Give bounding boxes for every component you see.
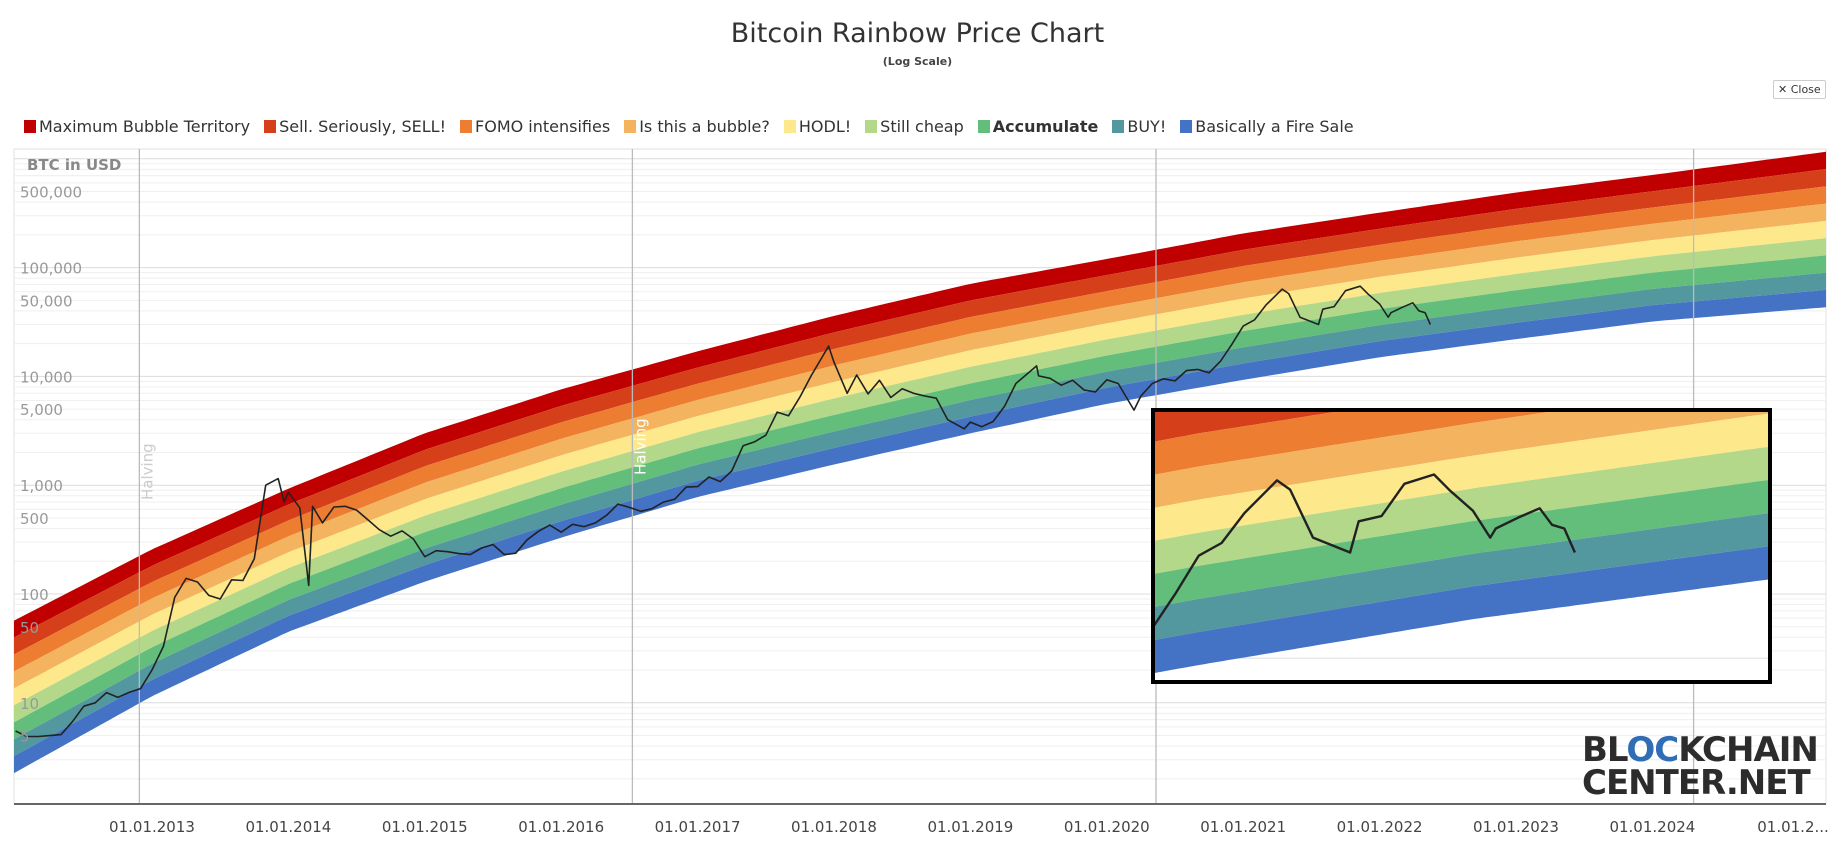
band-hodl	[1153, 413, 1770, 542]
legend-label: HODL!	[798, 117, 852, 136]
y-tick-label: 5,000	[20, 401, 63, 419]
zoom-inset	[1151, 408, 1772, 684]
x-tick-label: 01.01.2023	[1473, 818, 1559, 836]
legend-item[interactable]: Accumulate	[977, 117, 1099, 136]
y-tick-label: 50	[20, 619, 39, 637]
x-tick-label: 01.01.2014	[245, 818, 331, 836]
x-tick-label: 01.01.2019	[927, 818, 1013, 836]
x-icon: ✕	[1778, 83, 1788, 96]
legend-swatch	[783, 120, 796, 133]
legend: Maximum Bubble Territory Sell. Seriously,…	[24, 117, 1354, 136]
legend-label: Basically a Fire Sale	[1195, 117, 1354, 136]
legend-swatch	[977, 120, 990, 133]
y-tick-label: 10,000	[20, 368, 73, 386]
legend-item[interactable]: BUY!	[1112, 117, 1166, 136]
y-tick-label: 100	[20, 586, 49, 604]
chart-title: Bitcoin Rainbow Price Chart	[730, 18, 1105, 49]
x-tick-label: 01.01.2...	[1757, 818, 1829, 836]
legend-swatch	[460, 120, 473, 133]
x-tick-label: 01.01.2018	[791, 818, 877, 836]
x-tick-label: 01.01.2013	[109, 818, 195, 836]
close-button[interactable]: ✕ Close	[1773, 80, 1826, 99]
legend-label: Maximum Bubble Territory	[39, 117, 251, 136]
legend-swatch	[624, 120, 637, 133]
chart-subtitle: (Log Scale)	[882, 55, 953, 68]
legend-item[interactable]: Is this a bubble?	[624, 117, 770, 136]
x-tick-label: 01.01.2020	[1064, 818, 1150, 836]
legend-swatch	[24, 120, 36, 133]
band-sell-seriously-sell	[1153, 410, 1770, 442]
btc-price-line	[1153, 473, 1576, 628]
y-tick-label: 1,000	[20, 477, 63, 495]
halving-lines: Halving Halving	[138, 149, 1695, 804]
legend-swatch	[1112, 120, 1125, 133]
legend-label: BUY!	[1127, 117, 1167, 136]
halving-label: Halving	[631, 418, 649, 475]
legend-item[interactable]: Sell. Seriously, SELL!	[264, 117, 446, 136]
legend-swatch	[865, 120, 878, 133]
btc-price-line	[15, 285, 1432, 738]
y-tick-label: 100,000	[20, 260, 82, 278]
x-tick-label: 01.01.2017	[655, 818, 741, 836]
legend-item[interactable]: Still cheap	[865, 117, 964, 136]
x-tick-label: 01.01.2015	[382, 818, 468, 836]
legend-label: Still cheap	[880, 117, 964, 136]
band-fomo-intensifies	[1153, 410, 1770, 475]
x-tick-label: 01.01.2021	[1200, 818, 1286, 836]
blockchaincenter-logo: BLOCKCHAIN CENTER.NET	[1582, 730, 1819, 803]
legend-label: Sell. Seriously, SELL!	[279, 117, 447, 136]
legend-label: FOMO intensifies	[475, 117, 611, 136]
band-buy	[1153, 513, 1770, 641]
y-tick-label: 5	[20, 728, 30, 746]
inset-price	[1153, 473, 1576, 628]
axes: 500,000100,00050,00010,0005,0001,0005001…	[14, 184, 1829, 836]
inset-border	[1151, 408, 1772, 684]
band-basically-a-fire-sale	[1153, 546, 1770, 674]
logo-line-2: CENTER.NET	[1582, 763, 1811, 803]
legend-swatch	[1180, 120, 1193, 133]
x-tick-label: 01.01.2022	[1337, 818, 1423, 836]
inset-bands	[1153, 410, 1770, 674]
legend-swatch	[264, 120, 277, 133]
band-is-this-a-bubble	[1153, 410, 1770, 508]
legend-item[interactable]: Basically a Fire Sale	[1180, 117, 1354, 136]
y-tick-label: 500,000	[20, 184, 82, 202]
legend-label: Accumulate	[992, 117, 1099, 136]
halving-label: Halving	[138, 443, 156, 500]
y-tick-label: 50,000	[20, 292, 73, 310]
y-axis-title: BTC in USD	[27, 156, 121, 174]
y-tick-label: 10	[20, 695, 39, 713]
legend-label: Is this a bubble?	[639, 117, 770, 136]
x-tick-label: 01.01.2024	[1609, 818, 1695, 836]
band-accumulate	[1153, 479, 1770, 608]
band-still-cheap	[1153, 446, 1770, 575]
price-series	[15, 285, 1432, 738]
x-tick-label: 01.01.2016	[518, 818, 604, 836]
legend-item[interactable]: FOMO intensifies	[460, 117, 610, 136]
logo-line-1: BLOCKCHAIN	[1582, 730, 1819, 770]
legend-item[interactable]: HODL!	[783, 117, 852, 136]
close-label: Close	[1790, 83, 1821, 96]
legend-item[interactable]: Maximum Bubble Territory	[24, 117, 250, 136]
y-tick-label: 500	[20, 510, 49, 528]
